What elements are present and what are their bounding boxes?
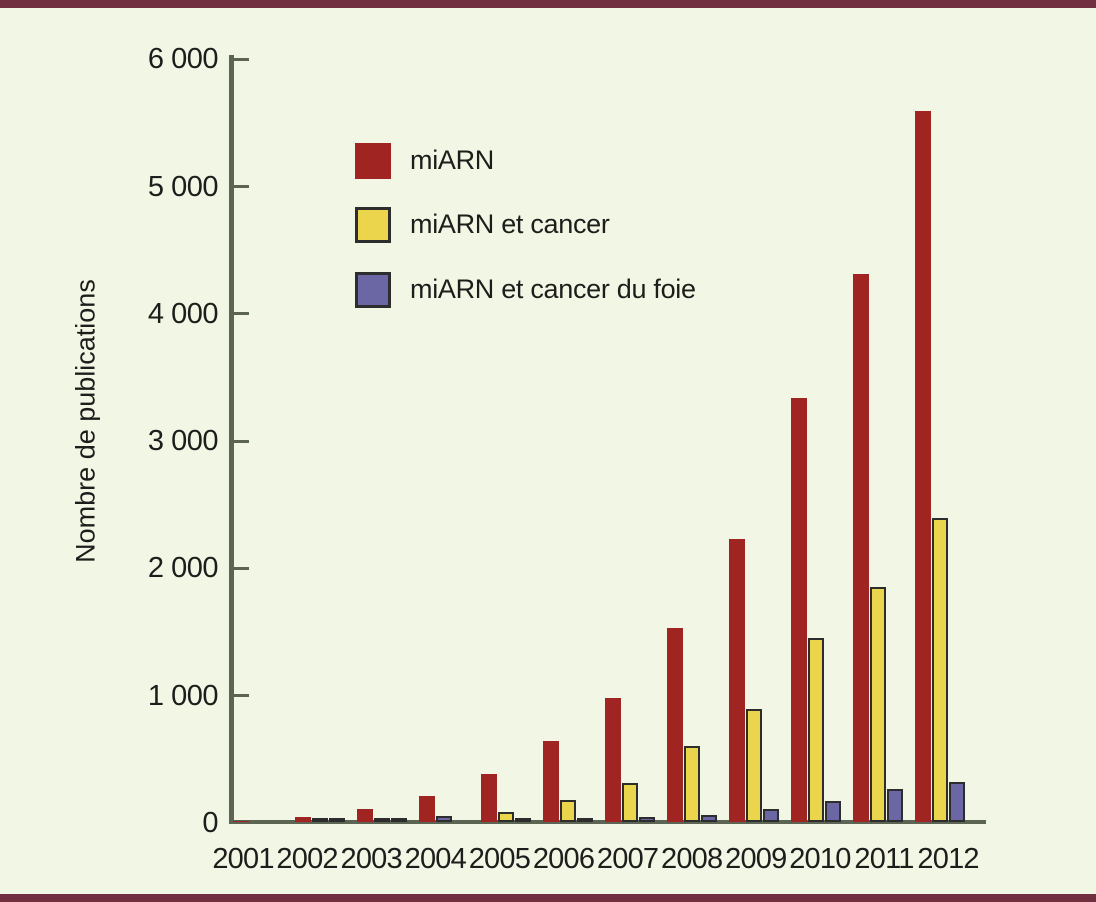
y-tick-1000	[234, 694, 249, 698]
y-tick-2000	[234, 566, 249, 570]
y-axis-line	[229, 55, 234, 824]
legend-swatch-miarn-cancer-foie	[355, 271, 391, 308]
bar-miarn-cancer-2003	[374, 818, 390, 822]
x-tick-label-2012: 2012	[917, 843, 979, 875]
bar-miarn-cancer-2005	[498, 812, 514, 822]
y-tick-label-4000: 4 000	[147, 297, 219, 330]
bar-miarn-cancer-foie-2010	[825, 801, 841, 822]
x-tick-label-2004: 2004	[404, 843, 467, 875]
bar-miarn-2003	[357, 809, 373, 822]
bar-miarn-cancer-foie-2005	[515, 818, 531, 822]
bar-miarn-2002	[295, 817, 311, 822]
bar-miarn-cancer-foie-2012	[949, 782, 965, 822]
legend-swatch-miarn-cancer	[355, 206, 391, 243]
bar-miarn-2008	[667, 628, 683, 822]
x-tick-label-2003: 2003	[340, 843, 403, 875]
y-tick-label-5000: 5 000	[147, 170, 219, 203]
legend-label-miarn: miARN	[410, 145, 494, 175]
y-tick-label-6000: 6 000	[147, 43, 219, 76]
bar-miarn-2001	[233, 821, 249, 822]
y-tick-3000	[234, 439, 249, 443]
bar-miarn-cancer-2010	[808, 638, 824, 822]
y-tick-label-1000: 1 000	[147, 679, 219, 712]
legend-item-miarn-cancer-foie: miARN et cancer du foie	[355, 271, 696, 308]
bar-miarn-2006	[543, 741, 559, 822]
x-tick-label-2007: 2007	[596, 843, 659, 875]
y-tick-5000	[234, 185, 249, 188]
bar-miarn-cancer-2002	[312, 818, 328, 822]
y-tick-label-0: 0	[202, 807, 218, 839]
y-tick-label-2000: 2 000	[147, 552, 219, 585]
bar-miarn-cancer-2006	[560, 800, 576, 822]
y-tick-6000	[234, 57, 249, 61]
x-axis-line	[229, 820, 986, 824]
y-tick-4000	[234, 312, 249, 316]
bar-miarn-2009	[729, 539, 745, 822]
bar-miarn-2011	[853, 274, 869, 822]
bar-miarn-2012	[915, 111, 931, 822]
y-tick-label-3000: 3 000	[147, 425, 219, 458]
legend-label-miarn-cancer: miARN et cancer	[410, 209, 610, 239]
bar-miarn-cancer-foie-2004	[436, 816, 452, 822]
x-tick-label-2008: 2008	[661, 843, 723, 875]
bar-miarn-cancer-2012	[932, 518, 948, 822]
bar-miarn-cancer-2011	[870, 587, 886, 822]
legend-swatch-miarn	[355, 142, 391, 179]
x-tick-label-2010: 2010	[789, 843, 851, 875]
bar-miarn-2004	[419, 796, 435, 822]
bar-miarn-2010	[791, 398, 807, 822]
x-tick-label-2005: 2005	[468, 843, 531, 875]
bar-miarn-cancer-2007	[622, 783, 638, 822]
bar-miarn-cancer-foie-2011	[887, 789, 903, 822]
x-tick-label-2001: 2001	[212, 843, 274, 875]
legend-item-miarn: miARN	[355, 142, 494, 179]
x-tick-label-2002: 2002	[276, 843, 338, 875]
bar-miarn-cancer-foie-2008	[701, 815, 717, 822]
bar-miarn-cancer-2008	[684, 746, 700, 822]
bar-miarn-cancer-foie-2009	[763, 809, 779, 822]
x-tick-label-2006: 2006	[532, 843, 595, 875]
x-tick-label-2009: 2009	[725, 843, 787, 875]
bar-miarn-cancer-foie-2007	[639, 817, 655, 822]
x-tick-label-2011: 2011	[854, 843, 914, 875]
bar-miarn-cancer-foie-2003	[391, 818, 407, 822]
frame-bottom-border	[0, 894, 1096, 902]
bar-miarn-2005	[481, 774, 497, 822]
bar-miarn-cancer-foie-2002	[329, 818, 345, 822]
bar-miarn-cancer-2009	[746, 709, 762, 822]
bar-miarn-2007	[605, 698, 621, 822]
legend-item-miarn-cancer: miARN et cancer	[355, 206, 610, 243]
frame-top-border	[0, 0, 1096, 8]
legend-label-miarn-cancer-foie: miARN et cancer du foie	[410, 274, 696, 304]
bar-miarn-cancer-foie-2006	[577, 818, 593, 822]
